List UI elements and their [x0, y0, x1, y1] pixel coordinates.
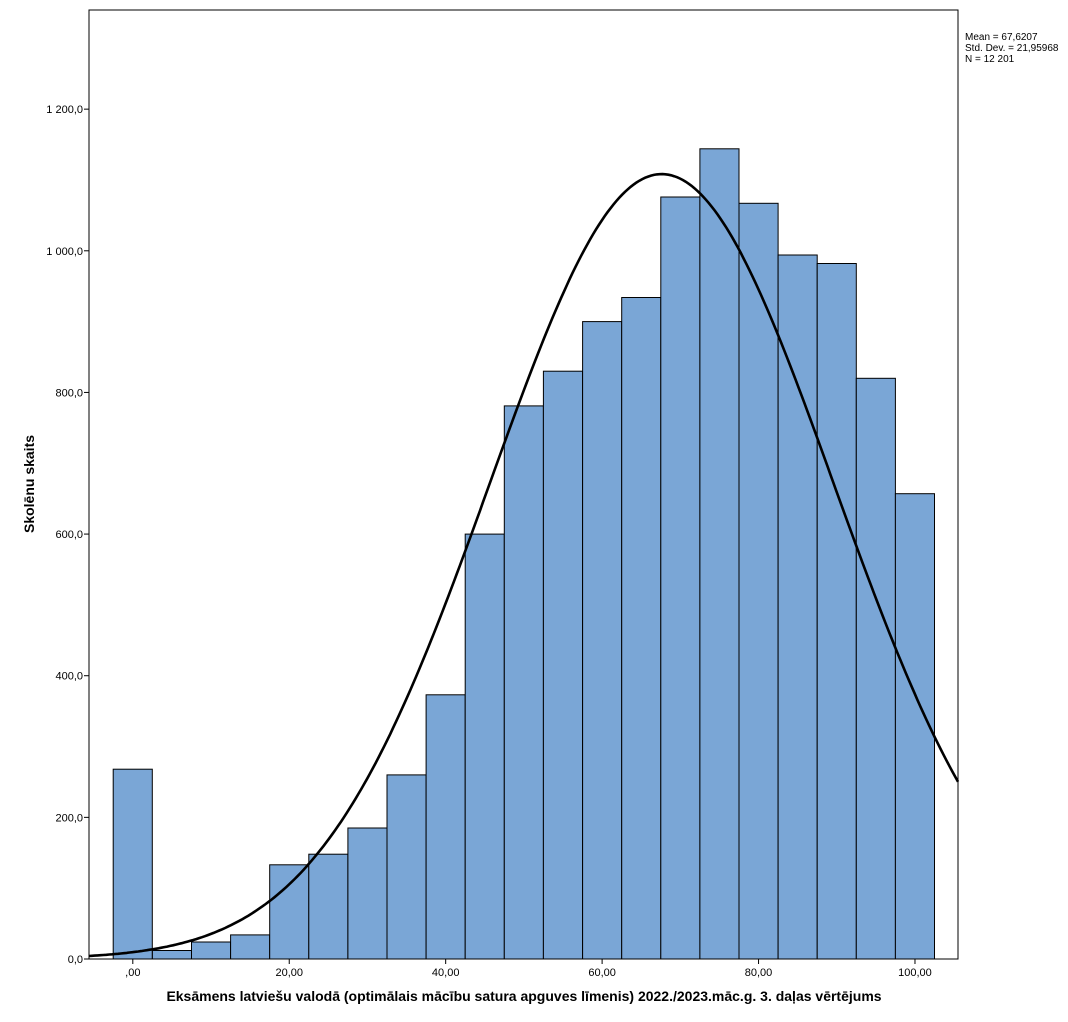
histogram-bar-1: [151, 950, 192, 960]
y-axis: 0,0 200,0 400,0 600,0 800,0 1 000,0 1 200,0: [46, 104, 89, 966]
histogram-bar-3: [230, 934, 271, 960]
histogram-bar-5: [308, 853, 349, 960]
histogram-bar-0: [112, 768, 153, 960]
x-axis-title: Eksāmens latviešu valodā (optimālais māc…: [166, 988, 881, 1004]
y-tick-label-5: 1 000,0: [46, 246, 83, 258]
histogram-bar-4: [269, 864, 310, 960]
histogram-bar-17: [777, 254, 818, 960]
x-axis: ,00 20,00 40,00 60,00 80,00 100,00: [125, 959, 932, 979]
histogram-bar-2: [191, 941, 232, 960]
histogram-bar-13: [621, 297, 662, 960]
y-tick-label-6: 1 200,0: [46, 104, 83, 116]
histogram-bar-7: [386, 774, 427, 960]
x-tick-label-5: 100,00: [898, 967, 932, 979]
stats-box: Mean = 67,6207 Std. Dev. = 21,95968 N = …: [965, 32, 1059, 65]
histogram-bar-18: [816, 263, 857, 960]
histogram-bar-12: [582, 321, 623, 960]
stats-std-dev: Std. Dev. = 21,95968: [965, 43, 1059, 54]
y-tick-label-3: 600,0: [55, 529, 83, 541]
normal-curve: [88, 172, 960, 958]
histogram-bar-10: [503, 405, 544, 960]
histogram-bar-6: [347, 827, 388, 960]
histogram-bar-15: [699, 148, 740, 960]
y-axis-title: Skolēnu skaits: [21, 435, 37, 533]
histogram-bar-8: [425, 694, 466, 960]
x-tick-label-1: 20,00: [275, 967, 303, 979]
histogram-bar-19: [855, 377, 896, 960]
histogram-bars: [112, 148, 936, 960]
normal-curve-layer: [88, 172, 960, 958]
y-tick-label-4: 800,0: [55, 387, 83, 399]
x-tick-label-2: 40,00: [432, 967, 460, 979]
histogram-bar-20: [894, 493, 936, 960]
histogram-bar-9: [464, 533, 505, 960]
stats-n: N = 12 201: [965, 54, 1015, 65]
histogram-bar-16: [738, 202, 779, 960]
histogram-bar-11: [542, 370, 584, 960]
stats-mean: Mean = 67,6207: [965, 32, 1038, 43]
histogram-bar-14: [660, 196, 701, 960]
x-tick-label-4: 80,00: [745, 967, 773, 979]
y-tick-label-2: 400,0: [55, 671, 83, 683]
y-tick-label-1: 200,0: [55, 812, 83, 824]
x-tick-label-0: ,00: [125, 967, 140, 979]
y-tick-label-0: 0,0: [68, 954, 83, 966]
x-tick-label-3: 60,00: [588, 967, 616, 979]
